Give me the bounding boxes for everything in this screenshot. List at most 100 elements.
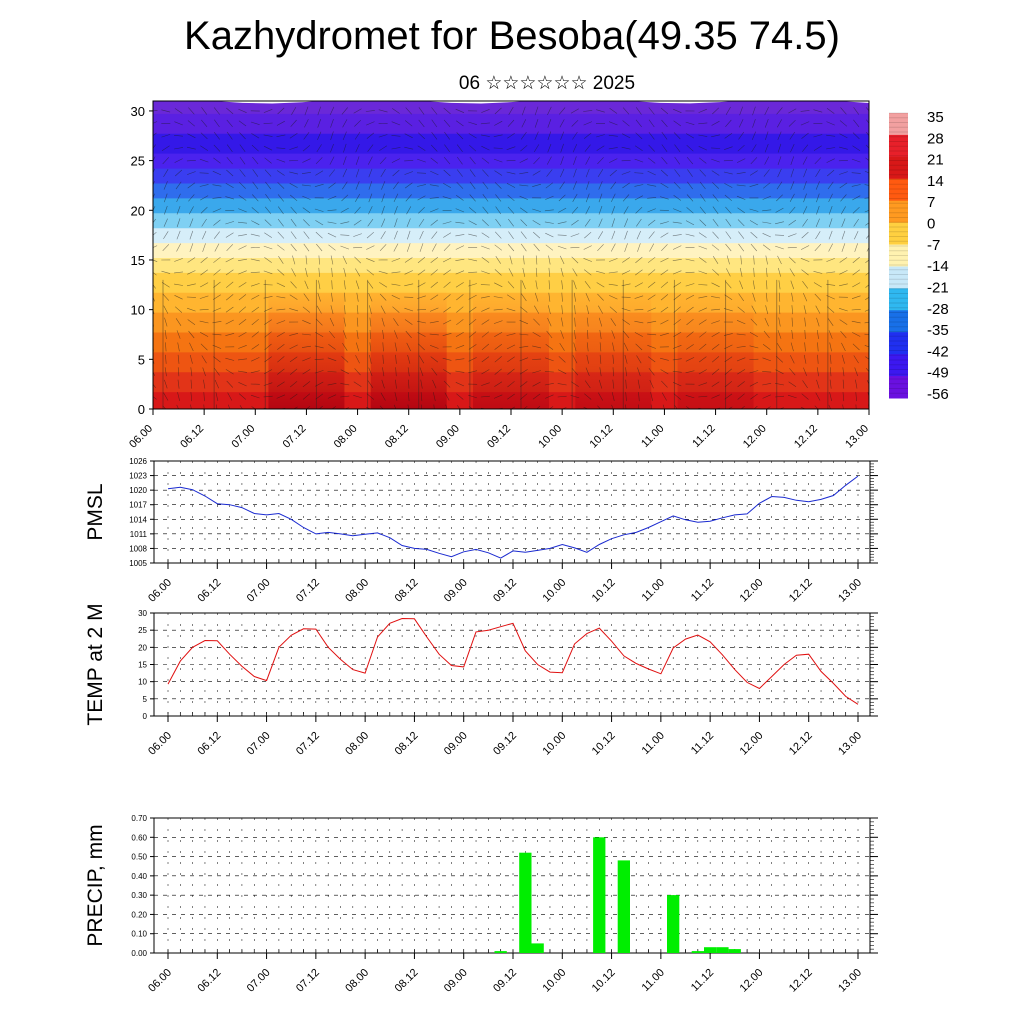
pmsl-x-tick-label: 08.00: [343, 577, 371, 605]
precip-bar: [667, 895, 680, 953]
temp-series-line: [167, 617, 859, 705]
colorbar-swatch: [889, 113, 908, 136]
wind-barb-lines: [153, 106, 869, 409]
colorbar-swatch: [889, 354, 908, 377]
precip-x-tick-label: 10.12: [590, 967, 618, 995]
colorbar-label: -35: [927, 322, 949, 339]
pmsl-x-tick-label: 09.00: [442, 577, 470, 605]
x-tick-label: 08.12: [383, 423, 411, 451]
pmsl-frame: [153, 460, 871, 564]
precip-bar: [617, 860, 630, 953]
precip-x-tick-label: 07.12: [294, 967, 322, 995]
pmsl-panel: 1005 1008 1011 1014 1017 1020 1023 1026 06.00 06.…: [84, 457, 878, 605]
colorbar-label: -14: [927, 258, 949, 275]
pmsl-y-tick-label: 1023: [129, 472, 147, 481]
x-tick-label: 12.12: [792, 423, 820, 451]
pmsl-x-tick-label: 12.12: [787, 577, 815, 605]
temp-y-tick-label: 25: [138, 626, 147, 635]
pmsl-y-tick-label: 1014: [129, 515, 147, 524]
pmsl-x-tick-label: 06.12: [195, 577, 223, 605]
precip-y-axis-label: PRECIP, mm: [84, 824, 107, 946]
precip-x-tick-label: 06.00: [146, 967, 174, 995]
precip-y-tick-label: 0.00: [131, 949, 147, 958]
y-tick-label: 30: [131, 104, 145, 119]
x-tick-label: 09.00: [434, 423, 462, 451]
temp-x-tick-label: 12.12: [787, 730, 815, 758]
colorbar-label: -28: [927, 301, 949, 318]
y-tick-label: 0: [138, 402, 145, 417]
warm-column: [677, 289, 754, 409]
x-tick-label: 06.12: [178, 423, 206, 451]
precip-bar: [716, 947, 729, 953]
temp-x-tick-label: 13.00: [836, 730, 864, 758]
colorbar-label: -42: [927, 343, 949, 360]
colorbar-swatch: [889, 200, 908, 224]
precip-bar: [494, 951, 507, 953]
colorbar-label: 0: [927, 216, 935, 233]
x-tick-label: 09.12: [485, 423, 513, 451]
colorbar-label: -21: [927, 279, 949, 296]
temp-frame: [153, 612, 871, 717]
pmsl-y-tick-label: 1020: [129, 486, 147, 495]
pmsl-y-tick-label: 1011: [130, 530, 148, 539]
x-tick-label: 12.00: [741, 423, 769, 451]
colorbar-label: -49: [927, 365, 949, 382]
pmsl-x-tick-label: 10.12: [590, 577, 618, 605]
y-tick-label: 5: [138, 352, 145, 367]
colorbar-label: 21: [927, 152, 944, 169]
temp-x-tick-label: 09.12: [491, 730, 519, 758]
temp-x-tick-label: 08.00: [343, 730, 371, 758]
precip-bar: [704, 947, 717, 953]
colorbar-swatch: [889, 288, 908, 311]
pmsl-y-axis-label: PMSL: [84, 483, 107, 540]
precip-x-tick-label: 11.00: [640, 967, 667, 994]
temperature-band: [153, 108, 869, 134]
colorbar-swatch: [889, 376, 908, 399]
colorbar-swatch: [889, 310, 908, 333]
pmsl-x-tick-label: 10.00: [540, 577, 568, 605]
x-tick-label: 07.12: [281, 423, 309, 451]
colorbar-label: 7: [927, 194, 935, 211]
x-tick-label: 08.00: [332, 423, 360, 451]
heatmap-plot-area: [153, 101, 869, 409]
colorbar-swatch: [889, 178, 908, 202]
warm-column: [473, 289, 549, 409]
precip-x-tick-label: 08.12: [393, 967, 421, 995]
colorbar-swatch: [889, 266, 908, 289]
temp-y-tick-label: 20: [138, 643, 147, 652]
temp-x-tick-label: 09.00: [442, 730, 470, 758]
cross-section-panel: 0 5 10 15 20 25 30 06.00 06.12 07.00 07.12 08.00 08.…: [127, 100, 871, 451]
temp-x-tick-label: 08.12: [393, 730, 421, 758]
colorbar-swatch: [889, 332, 908, 355]
y-tick-label: 15: [131, 253, 145, 268]
precip-x-tick-label: 09.12: [491, 967, 519, 995]
pmsl-y-tick-label: 1017: [129, 501, 147, 510]
x-tick-label: 10.12: [587, 423, 615, 451]
temp-y-tick-label: 0: [143, 712, 148, 721]
precip-x-tick-label: 06.12: [195, 967, 223, 995]
colorbar-swatch: [889, 222, 908, 246]
colorbar-label: 35: [927, 109, 944, 126]
pmsl-x-tick-label: 11.00: [640, 577, 667, 604]
pmsl-y-tick-label: 1005: [129, 559, 147, 568]
temp-x-tick-label: 06.12: [195, 730, 223, 758]
precip-panel: 0.00 0.10 0.20 0.30 0.40 0.50 0.60 0.70 06.00 06.…: [84, 814, 878, 995]
x-tick-label: 11.12: [690, 423, 717, 450]
warm-column: [575, 289, 652, 409]
precip-y-tick-label: 0.70: [131, 814, 147, 823]
precip-y-tick-label: 0.10: [131, 930, 147, 939]
precip-bar: [728, 949, 741, 953]
colorbar-label: 28: [927, 130, 944, 147]
temp-x-tick-label: 10.12: [590, 730, 618, 758]
temp-y-tick-label: 10: [138, 678, 147, 687]
precip-x-tick-label: 11.12: [689, 967, 716, 994]
temp-y-tick-label: 15: [138, 661, 147, 670]
precip-x-tick-label: 08.00: [343, 967, 371, 995]
temp-x-tick-label: 07.00: [245, 730, 273, 758]
temp-x-tick-label: 10.00: [540, 730, 568, 758]
pmsl-series-line: [167, 475, 859, 559]
x-tick-label: 06.00: [127, 423, 155, 451]
pmsl-x-tick-label: 07.12: [294, 577, 322, 605]
precip-frame: [153, 817, 871, 954]
